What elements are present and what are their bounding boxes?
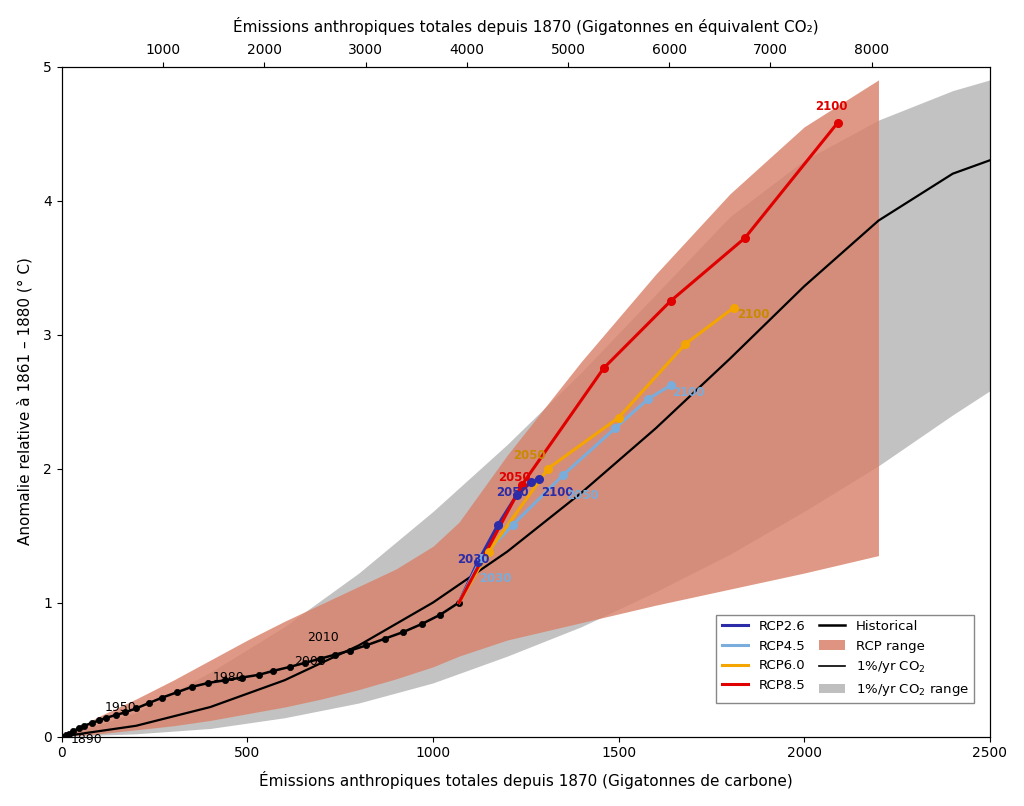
Y-axis label: Anomalie relative à 1861 – 1880 (° C): Anomalie relative à 1861 – 1880 (° C): [16, 258, 32, 546]
Text: 2050: 2050: [498, 472, 530, 484]
Text: 2030: 2030: [479, 572, 512, 585]
Text: 1980: 1980: [212, 671, 244, 684]
Text: 1950: 1950: [104, 700, 136, 713]
X-axis label: Émissions anthropiques totales depuis 1870 (Gigatonnes de carbone): Émissions anthropiques totales depuis 18…: [259, 771, 793, 789]
Legend: RCP2.6, RCP4.5, RCP6.0, RCP8.5, Historical, RCP range, 1%/yr CO$_2$, 1%/yr CO$_2: RCP2.6, RCP4.5, RCP6.0, RCP8.5, Historic…: [717, 615, 974, 703]
Text: 2050: 2050: [513, 449, 546, 462]
Text: 2050: 2050: [566, 488, 599, 502]
Text: 2000: 2000: [294, 655, 326, 668]
X-axis label: Émissions anthropiques totales depuis 1870 (Gigatonnes en équivalent CO₂): Émissions anthropiques totales depuis 18…: [233, 17, 818, 35]
Text: 2010: 2010: [307, 631, 339, 644]
Text: 1890: 1890: [71, 733, 102, 746]
Text: 2100: 2100: [815, 100, 848, 113]
Text: 2030: 2030: [457, 553, 489, 566]
Text: 2050: 2050: [497, 486, 528, 499]
Text: 2100: 2100: [673, 385, 705, 399]
Text: 2100: 2100: [736, 308, 769, 321]
Text: 2100: 2100: [541, 486, 573, 499]
